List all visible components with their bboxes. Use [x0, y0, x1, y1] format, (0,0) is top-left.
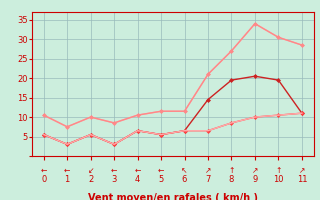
Text: 10: 10	[273, 175, 284, 184]
Text: 5: 5	[158, 175, 164, 184]
Text: ←: ←	[134, 166, 141, 175]
Text: ↗: ↗	[299, 166, 305, 175]
Text: 7: 7	[205, 175, 211, 184]
Text: 6: 6	[182, 175, 187, 184]
Text: 1: 1	[65, 175, 70, 184]
Text: 3: 3	[111, 175, 117, 184]
Text: ↑: ↑	[275, 166, 282, 175]
Text: ↗: ↗	[205, 166, 211, 175]
Text: 11: 11	[297, 175, 307, 184]
Text: 4: 4	[135, 175, 140, 184]
Text: ←: ←	[111, 166, 117, 175]
X-axis label: Vent moyen/en rafales ( km/h ): Vent moyen/en rafales ( km/h )	[88, 193, 258, 200]
Text: 2: 2	[88, 175, 93, 184]
Text: ←: ←	[64, 166, 70, 175]
Text: ↙: ↙	[87, 166, 94, 175]
Text: 9: 9	[252, 175, 258, 184]
Text: 8: 8	[229, 175, 234, 184]
Text: ↗: ↗	[252, 166, 258, 175]
Text: ↑: ↑	[228, 166, 235, 175]
Text: ←: ←	[158, 166, 164, 175]
Text: ←: ←	[41, 166, 47, 175]
Text: 0: 0	[41, 175, 46, 184]
Text: ↖: ↖	[181, 166, 188, 175]
